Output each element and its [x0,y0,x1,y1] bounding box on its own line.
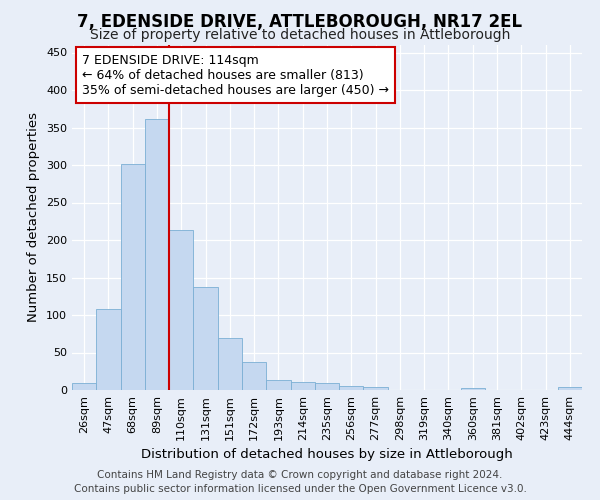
Bar [145,118,169,390]
Text: 7, EDENSIDE DRIVE, ATTLEBOROUGH, NR17 2EL: 7, EDENSIDE DRIVE, ATTLEBOROUGH, NR17 2E… [77,12,523,30]
Text: Size of property relative to detached houses in Attleborough: Size of property relative to detached ho… [90,28,510,42]
Bar [315,382,339,390]
Bar [121,164,145,390]
Bar [461,388,485,390]
Bar [218,338,242,390]
Bar [290,382,315,390]
Bar [242,362,266,390]
Bar [193,287,218,390]
Bar [364,387,388,390]
Bar [72,383,96,390]
Bar [96,309,121,390]
Text: Contains HM Land Registry data © Crown copyright and database right 2024.
Contai: Contains HM Land Registry data © Crown c… [74,470,526,494]
Bar [558,387,582,390]
X-axis label: Distribution of detached houses by size in Attleborough: Distribution of detached houses by size … [141,448,513,462]
Text: 7 EDENSIDE DRIVE: 114sqm
← 64% of detached houses are smaller (813)
35% of semi-: 7 EDENSIDE DRIVE: 114sqm ← 64% of detach… [82,54,389,96]
Y-axis label: Number of detached properties: Number of detached properties [28,112,40,322]
Bar [169,230,193,390]
Bar [339,386,364,390]
Bar [266,380,290,390]
